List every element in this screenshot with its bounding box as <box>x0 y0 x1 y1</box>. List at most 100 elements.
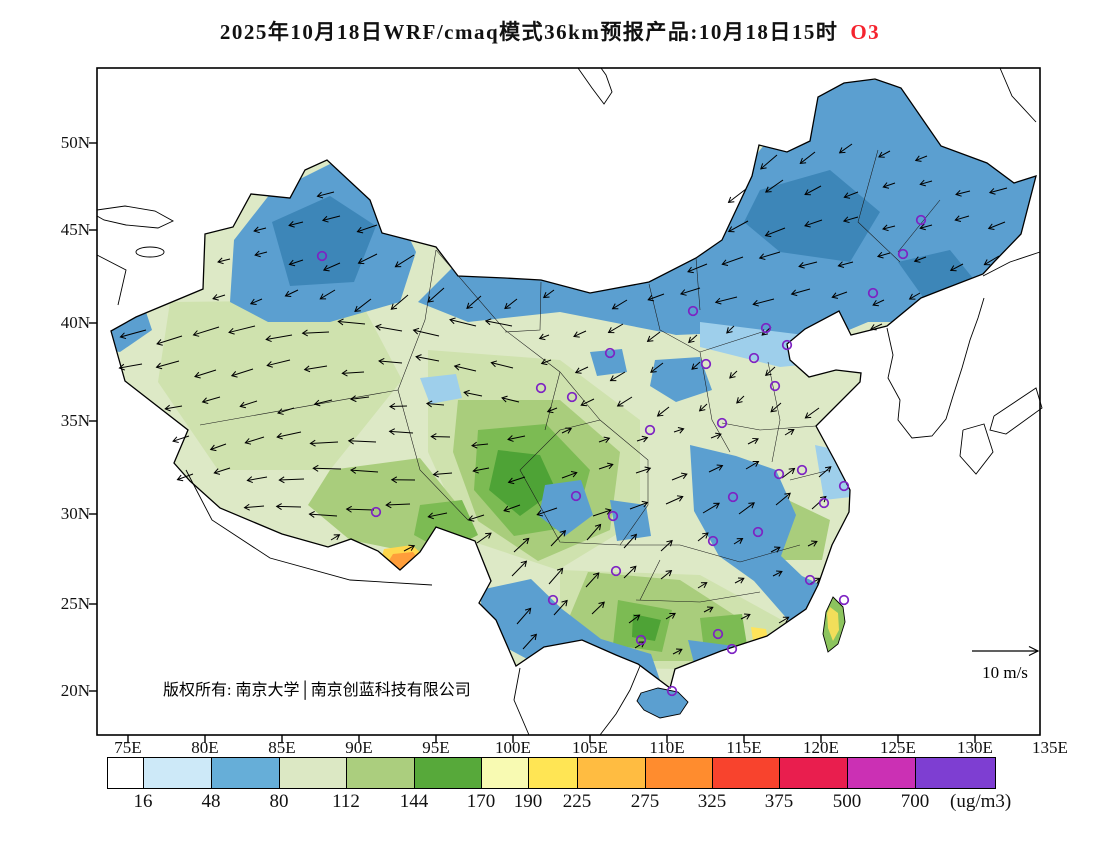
lon-tick-label: 80E <box>191 738 219 757</box>
city-marker <box>535 382 547 394</box>
wind-arrow <box>209 443 227 452</box>
wind-arrow <box>734 577 745 584</box>
colorbar-cell <box>143 757 211 789</box>
wind-arrow <box>213 467 231 475</box>
city-marker <box>752 526 764 538</box>
wind-arrow <box>758 251 781 260</box>
wind-arrow <box>876 251 891 259</box>
lon-tick-label: 120E <box>803 738 839 757</box>
wind-arrow <box>303 365 328 373</box>
colorbar-tick-label: 375 <box>764 791 794 812</box>
lat-tick-label: 25N <box>60 594 90 613</box>
colorbar-cell <box>346 757 414 789</box>
wind-arrow <box>542 289 555 299</box>
colorbar-cell <box>481 757 528 789</box>
wind-arrow <box>987 221 1006 230</box>
lon-tick-label: 100E <box>495 738 531 757</box>
wind-arrow <box>309 439 339 447</box>
wind-arrow <box>427 287 445 303</box>
wind-arrow <box>507 435 526 442</box>
wind-arrow <box>697 582 708 589</box>
lon-tick-label: 115E <box>726 738 762 757</box>
wind-arrow <box>253 226 267 234</box>
lon-tick-label: 90E <box>345 738 373 757</box>
lat-tick-label: 45N <box>60 220 90 239</box>
wind-arrow <box>647 293 665 302</box>
city-marker <box>838 480 850 492</box>
wind-arrow <box>313 399 333 407</box>
wind-arrow <box>337 318 366 326</box>
lon-tick-label: 110E <box>649 738 685 757</box>
wind-arrow <box>466 295 482 310</box>
wind-arrow <box>672 648 683 655</box>
wind-arrow <box>698 403 708 412</box>
wind-arrow <box>341 369 365 377</box>
city-marker <box>867 287 879 299</box>
lat-tick-label: 35N <box>60 411 90 430</box>
lon-tick-label: 125E <box>880 738 916 757</box>
wind-arrow <box>472 466 490 474</box>
city-marker <box>781 339 793 351</box>
wind-arrow <box>322 262 341 272</box>
wind-arrow <box>736 395 745 404</box>
wind-arrow <box>778 616 790 624</box>
wind-vector-layer <box>118 143 1008 655</box>
wind-arrow <box>228 325 256 335</box>
wind-arrow <box>390 294 409 310</box>
wind-arrow <box>164 404 183 412</box>
wind-arrow <box>201 396 221 404</box>
city-marker <box>700 358 712 370</box>
wind-arrow <box>665 495 684 505</box>
wind-scale: 10 m/s <box>972 645 1040 682</box>
colorbar-tick-label: 700 <box>900 791 930 812</box>
wind-arrow <box>591 601 605 615</box>
colorbar-tick-label: 144 <box>399 791 429 812</box>
city-marker <box>707 535 719 547</box>
wind-arrow <box>155 360 180 370</box>
wind-arrow <box>770 546 781 553</box>
wind-arrow <box>708 464 724 473</box>
title-text: 2025年10月18日WRF/cmaq模式36km预报产品:10月18日15时 <box>219 20 839 44</box>
wind-arrow <box>538 333 550 341</box>
colorbar-cell <box>107 757 143 789</box>
wind-arrow <box>726 325 735 334</box>
wind-arrow <box>752 298 775 307</box>
colorbar-cell <box>712 757 779 789</box>
wind-arrow <box>609 371 626 382</box>
wind-arrow <box>804 407 820 419</box>
wind-arrow <box>548 567 564 585</box>
wind-scale-label: 10 m/s <box>982 663 1028 682</box>
wind-arrow <box>781 467 796 479</box>
wind-arrow <box>710 432 722 440</box>
wind-arrow <box>156 335 183 346</box>
wind-arrow <box>356 224 378 234</box>
wind-arrow <box>265 334 293 343</box>
wind-arrow <box>784 429 795 436</box>
city-marker <box>773 468 785 480</box>
colorbar-tick-label: 275 <box>630 791 660 812</box>
lon-tick-label: 130E <box>957 738 993 757</box>
wind-arrow <box>574 366 589 374</box>
wind-arrow <box>312 464 342 472</box>
wind-arrow <box>688 334 698 344</box>
wind-arrow <box>703 606 714 613</box>
city-marker <box>818 497 830 509</box>
wind-arrow <box>697 532 709 542</box>
wind-arrow <box>733 538 744 545</box>
lon-tick-label: 105E <box>572 738 608 757</box>
map-frame <box>96 67 1041 736</box>
wind-scale-arrowhead <box>1028 645 1040 657</box>
wind-arrow <box>288 220 304 228</box>
wind-arrow <box>553 599 568 616</box>
city-marker <box>370 506 382 518</box>
wind-arrow <box>507 476 526 485</box>
wind-arrow <box>511 560 528 577</box>
wind-arrow <box>818 466 832 478</box>
wind-arrow <box>385 501 411 509</box>
geo-border-layer <box>96 67 1043 736</box>
wind-arrow <box>650 362 664 373</box>
city-marker <box>915 214 927 226</box>
wind-arrow <box>607 323 624 334</box>
